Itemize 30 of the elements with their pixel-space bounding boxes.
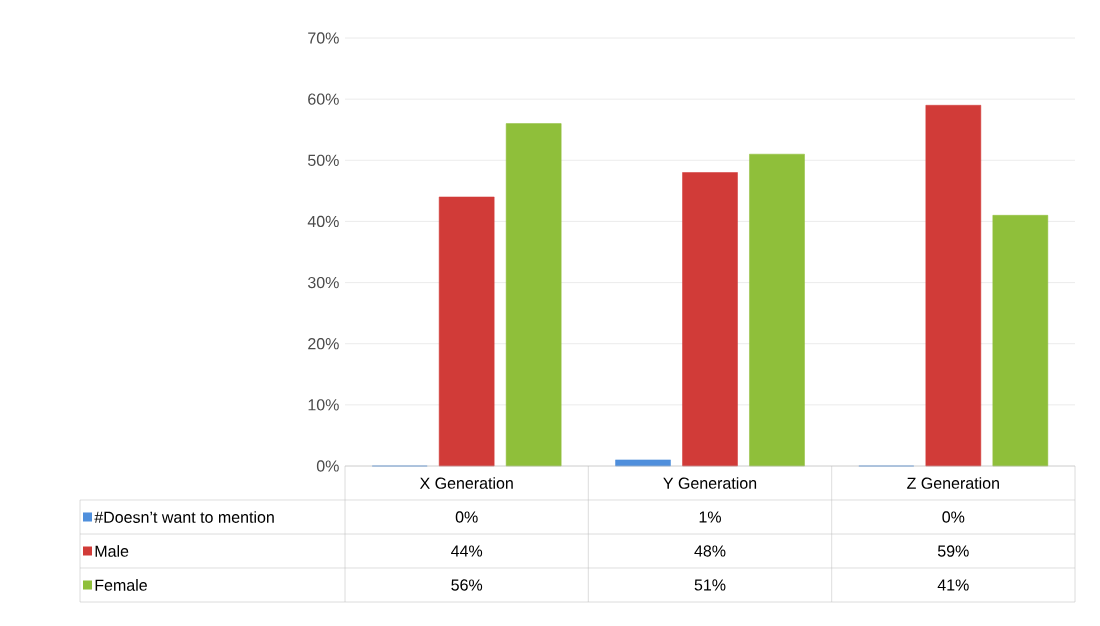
bar	[615, 459, 671, 467]
bar	[749, 153, 805, 467]
bar	[992, 215, 1049, 467]
data-label: 51%	[694, 579, 726, 591]
x-tick-label: X Generation	[419, 477, 513, 489]
data-label: 59%	[937, 545, 969, 557]
legend-label: #Doesn’t want to mention	[94, 511, 274, 523]
y-tick-label: 30%	[307, 276, 339, 289]
legend-label: Male	[95, 545, 129, 557]
y-tick-label: 40%	[307, 215, 339, 228]
y-tick-label: 60%	[308, 93, 339, 105]
data-label: 0%	[942, 511, 965, 523]
bar	[925, 105, 982, 467]
data-label: 44%	[451, 545, 483, 557]
y-tick-label: 70%	[308, 32, 339, 44]
legend-label: Female	[95, 579, 147, 591]
y-tick-label: 10%	[308, 399, 339, 411]
data-label: 41%	[937, 579, 969, 591]
x-tick-label: Z Generation	[907, 477, 999, 489]
y-tick-label: 50%	[308, 154, 339, 166]
data-label: 0%	[455, 511, 478, 523]
data-label: 48%	[694, 545, 726, 557]
data-label: 1%	[699, 511, 721, 523]
bar	[505, 123, 562, 467]
x-tick-label: Y Generation	[663, 477, 757, 489]
y-tick-label: 0%	[316, 460, 339, 472]
y-tick-label: 20%	[308, 338, 339, 350]
bar	[682, 172, 738, 467]
data-label: 56%	[451, 579, 483, 591]
bar	[438, 196, 495, 467]
